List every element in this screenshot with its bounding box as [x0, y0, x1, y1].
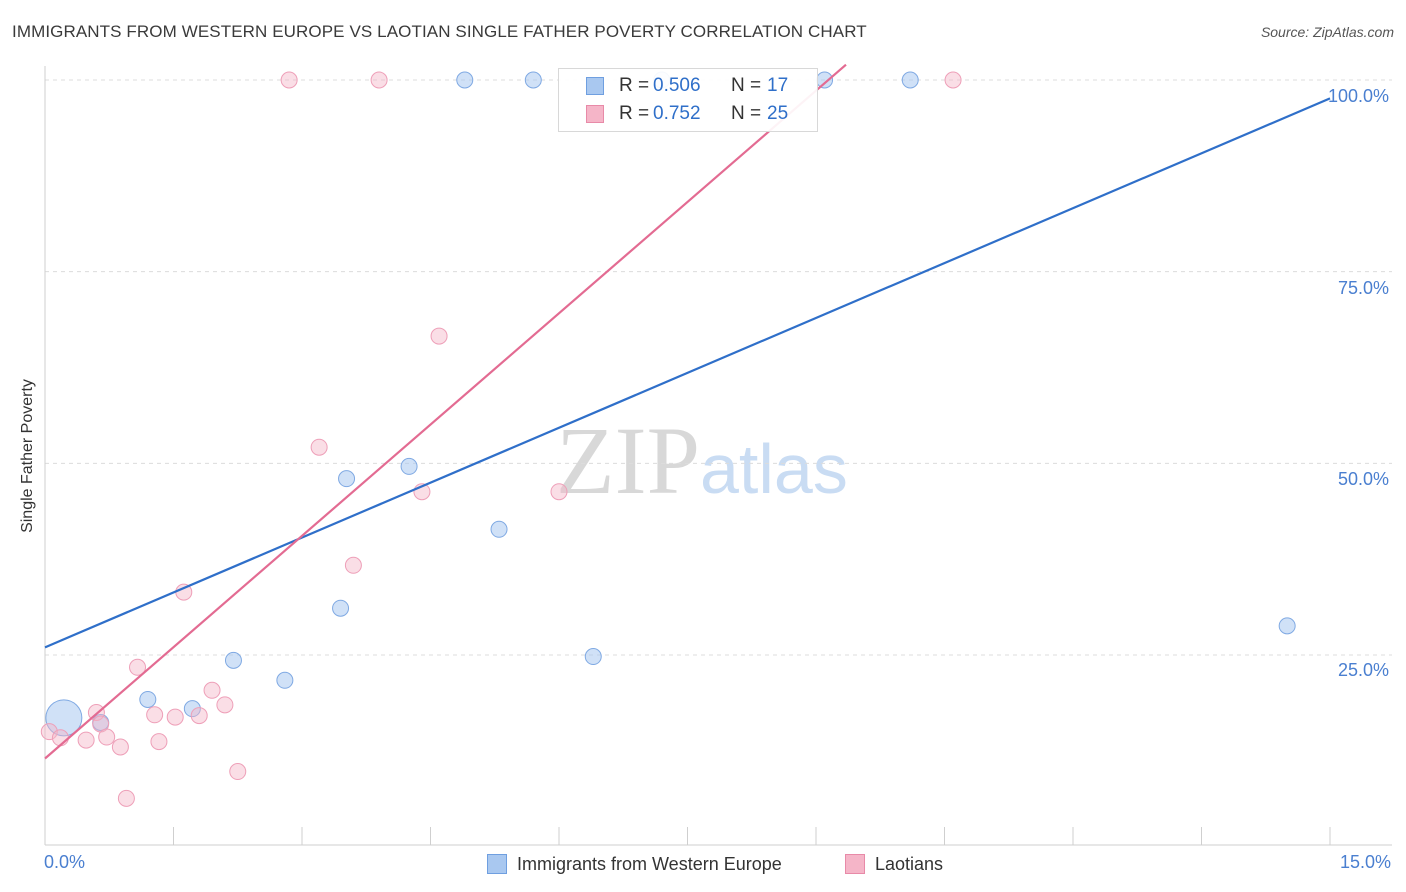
blue-swatch	[586, 77, 604, 95]
western-europe-point	[456, 71, 474, 89]
western-europe-point	[224, 651, 242, 669]
western-europe-point	[584, 648, 602, 666]
laotians-point	[40, 723, 58, 741]
western-europe-point	[338, 470, 356, 488]
laotians-point	[203, 681, 221, 699]
y-tick-label: 50.0%	[1338, 469, 1390, 489]
n-label: N =	[731, 75, 762, 96]
laotians-point	[370, 71, 388, 89]
laotians-point	[117, 789, 135, 807]
laotians-point	[190, 707, 208, 725]
western-europe-point	[45, 699, 83, 737]
western-europe-point	[524, 71, 542, 89]
laotians-point	[98, 728, 116, 746]
legend-label: Immigrants from Western Europe	[517, 854, 782, 874]
stats-box: R = 0.506 N = 17 R = 0.752 N = 25	[558, 68, 818, 132]
western-europe-point	[490, 520, 508, 538]
laotians-point	[430, 327, 448, 345]
western-europe-point	[901, 71, 919, 89]
laotians-point	[229, 763, 247, 781]
legend-item-western-europe: Immigrants from Western Europe	[487, 852, 782, 876]
western-europe-point	[139, 690, 157, 708]
r-value: 0.752	[653, 103, 701, 124]
laotians-point	[344, 556, 362, 574]
r-label: R =	[619, 75, 650, 96]
y-axis-label: Single Father Poverty	[19, 379, 36, 533]
laotians-point	[146, 706, 164, 724]
laotians-point	[550, 483, 568, 501]
laotians-point	[280, 71, 298, 89]
x-tick-label: 15.0%	[1340, 852, 1392, 872]
watermark-atlas: atlas	[700, 430, 848, 508]
blue-swatch	[487, 854, 507, 874]
y-tick-label: 100.0%	[1328, 86, 1390, 106]
r-value: 0.506	[653, 75, 701, 96]
source-label: Source: ZipAtlas.com	[1260, 24, 1394, 40]
watermark-zip: ZIP	[556, 407, 700, 514]
western-europe-point	[400, 457, 418, 475]
western-europe-point	[816, 71, 834, 89]
legend-label: Laotians	[875, 854, 944, 874]
n-value: 17	[767, 75, 789, 96]
laotians-point	[129, 658, 147, 676]
laotians-point	[166, 708, 184, 726]
laotians-point	[77, 731, 95, 749]
western-europe-point	[332, 599, 350, 617]
pink-swatch	[845, 854, 865, 874]
x-tick-label: 0.0%	[44, 852, 86, 872]
laotians-point	[150, 733, 168, 751]
western-europe-point	[1278, 617, 1296, 635]
pink-swatch	[586, 105, 604, 123]
watermark: ZIPatlas	[556, 405, 848, 516]
western-europe-point	[183, 700, 201, 718]
western-europe-trendline	[44, 97, 1331, 649]
r-label: R =	[619, 103, 650, 124]
laotians-point	[111, 738, 129, 756]
laotians-point	[216, 696, 234, 714]
laotians-point	[51, 729, 69, 747]
chart-title: IMMIGRANTS FROM WESTERN EUROPE VS LAOTIA…	[12, 22, 867, 41]
legend-item-laotians: Laotians	[845, 852, 943, 876]
laotians-point	[944, 71, 962, 89]
laotians-trendline	[44, 63, 847, 760]
laotians-point	[310, 438, 328, 456]
y-tick-label: 75.0%	[1338, 278, 1390, 298]
western-europe-point	[276, 671, 294, 689]
n-label: N =	[731, 103, 762, 124]
n-value: 25	[767, 103, 789, 124]
y-tick-label: 25.0%	[1338, 660, 1390, 680]
